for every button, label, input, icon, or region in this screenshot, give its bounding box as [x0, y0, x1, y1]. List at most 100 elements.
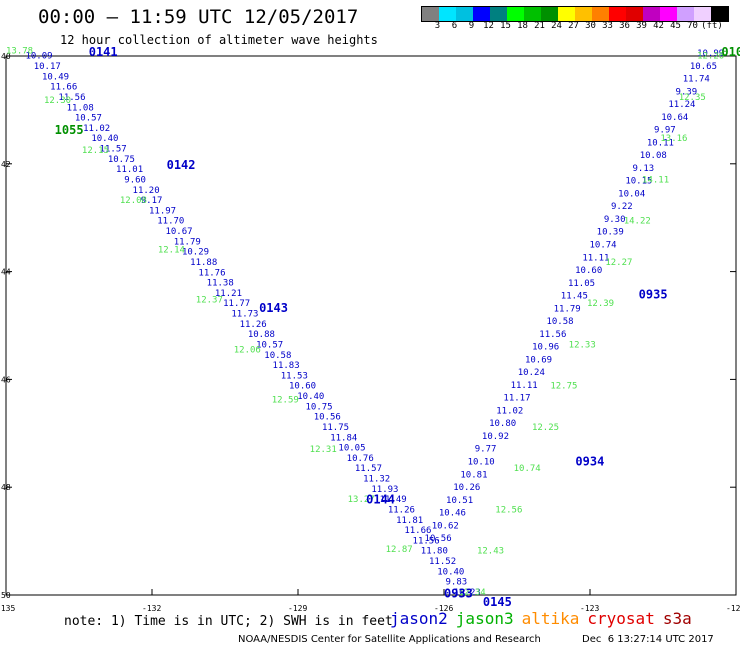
lon-label: -126: [434, 604, 453, 613]
jason2-swh-value: 9.97: [654, 126, 676, 136]
jason2-swh-value: 10.39: [597, 228, 624, 238]
jason2-swh-value: 10.75: [305, 402, 332, 412]
jason2-swh-value: 11.76: [198, 268, 225, 278]
jason3-swh-value: 13.78: [6, 46, 33, 56]
legend-cryosat: cryosat: [587, 609, 655, 628]
jason3-swh-value: 12.27: [605, 258, 632, 268]
color-swatch: [490, 7, 507, 21]
jason3-swh-value: 12.56: [495, 505, 522, 515]
jason2-swh-value: 11.20: [133, 186, 160, 196]
color-swatch: [422, 7, 439, 21]
jason3-swh-value: 12.14: [158, 246, 185, 256]
jason3-swh-value: 12.33: [569, 340, 596, 350]
jason2-swh-value: 10.40: [437, 567, 464, 577]
jason2-swh-value: 11.26: [388, 505, 415, 515]
jason2-swh-value: 10.29: [182, 248, 209, 258]
color-scale-label: 33: [602, 21, 613, 31]
jason2-swh-value: 9.60: [124, 175, 146, 185]
color-swatch: [541, 7, 558, 21]
jason3-swh-value: 12.25: [532, 423, 559, 433]
jason2-swh-value: 10.51: [446, 496, 473, 506]
footer-note: note: 1) Time is in UTC; 2) SWH is in fe…: [64, 614, 393, 629]
color-swatch: [711, 7, 728, 21]
pass-time-label: 1055: [55, 123, 84, 137]
color-scale-unit: (ft): [701, 21, 723, 31]
jason2-swh-value: 10.26: [453, 483, 480, 493]
jason3-swh-value: 12.87: [386, 545, 413, 555]
jason3-swh-value: 12.34: [459, 588, 486, 598]
color-swatch: [609, 7, 626, 21]
color-scale-label: 15: [500, 21, 511, 31]
map-frame: [5, 55, 737, 596]
jason2-swh-value: 11.52: [429, 557, 456, 567]
jason2-swh-value: 10.04: [618, 189, 645, 199]
color-scale-bar: [421, 6, 729, 22]
lon-label: -135: [0, 604, 15, 613]
jason2-swh-value: 11.11: [582, 253, 609, 263]
pass-time-label: 0142: [167, 158, 196, 172]
color-swatch: [643, 7, 660, 21]
jason2-swh-value: 11.97: [149, 206, 176, 216]
jason2-swh-value: 11.05: [568, 279, 595, 289]
jason3-swh-value: 13.16: [660, 134, 687, 144]
jason2-swh-value: 11.11: [511, 381, 538, 391]
pass-time-label: 0144: [366, 492, 395, 506]
jason3-swh-value: 13.27: [348, 495, 375, 505]
jason2-swh-value: 11.26: [240, 320, 267, 330]
jason2-swh-value: 11.02: [496, 406, 523, 416]
lat-label: 50: [1, 591, 11, 600]
jason2-swh-value: 11.93: [371, 485, 398, 495]
pass-time-label: 0141: [89, 45, 118, 59]
pass-time-label: 0145: [483, 595, 512, 609]
lon-label: -120: [726, 604, 740, 613]
jason3-swh-value: 12.37: [196, 296, 223, 306]
legend-jason3: jason3: [455, 609, 514, 628]
color-swatch: [507, 7, 524, 21]
jason2-swh-value: 10.57: [75, 114, 102, 124]
jason2-swh-value: 10.74: [589, 240, 616, 250]
jason2-swh-value: 10.56: [425, 534, 452, 544]
jason3-swh-value: 12.35: [679, 93, 706, 103]
jason2-swh-value: 11.79: [554, 304, 581, 314]
jason2-swh-value: 10.23: [454, 588, 481, 598]
color-scale-label: 6: [451, 21, 458, 31]
legend-altika: altika: [521, 609, 580, 628]
jason2-swh-value: 10.09: [25, 52, 52, 62]
color-scale-label: 70: [687, 21, 698, 31]
jason3-swh-value: 12.08: [120, 196, 147, 206]
jason2-swh-value: 11.66: [50, 83, 77, 93]
page-subtitle: 12 hour collection of altimeter wave hei…: [60, 33, 378, 47]
jason2-swh-value: 10.58: [546, 317, 573, 327]
jason2-swh-value: 10.80: [489, 419, 516, 429]
color-scale-label: 9: [468, 21, 475, 31]
jason2-swh-value: 11.57: [100, 145, 127, 155]
jason2-swh-value: 10.81: [460, 470, 487, 480]
pass-time-label: 0933: [444, 587, 473, 601]
jason3-swh-value: 14.11: [642, 175, 669, 185]
jason2-swh-value: 10.15: [625, 177, 652, 187]
lon-label: -129: [288, 604, 307, 613]
jason2-swh-value: 11.77: [223, 299, 250, 309]
jason2-swh-value: 11.08: [67, 103, 94, 113]
jason2-swh-value: 10.40: [91, 134, 118, 144]
color-swatch: [592, 7, 609, 21]
jason2-swh-value: 11.80: [421, 547, 448, 557]
jason2-swh-value: 10.76: [347, 454, 374, 464]
jason2-swh-value: 10.67: [165, 227, 192, 237]
jason2-swh-value: 10.40: [297, 392, 324, 402]
lat-label: 40: [1, 52, 11, 61]
jason2-swh-value: 9.17: [141, 196, 163, 206]
color-swatch: [558, 7, 575, 21]
jason2-swh-value: 9.13: [633, 164, 655, 174]
jason2-swh-value: 11.88: [190, 258, 217, 268]
jason2-swh-value: 11.49: [380, 495, 407, 505]
lon-label: -132: [142, 604, 161, 613]
jason2-swh-value: 11.56: [413, 536, 440, 546]
jason2-swh-value: 11.38: [207, 279, 234, 289]
jason2-swh-value: 11.02: [83, 124, 110, 134]
jason2-swh-value: 10.11: [647, 138, 674, 148]
jason3-swh-value: 12.30: [44, 96, 71, 106]
jason2-swh-value: 10.05: [338, 444, 365, 454]
lat-label: 46: [1, 375, 11, 384]
